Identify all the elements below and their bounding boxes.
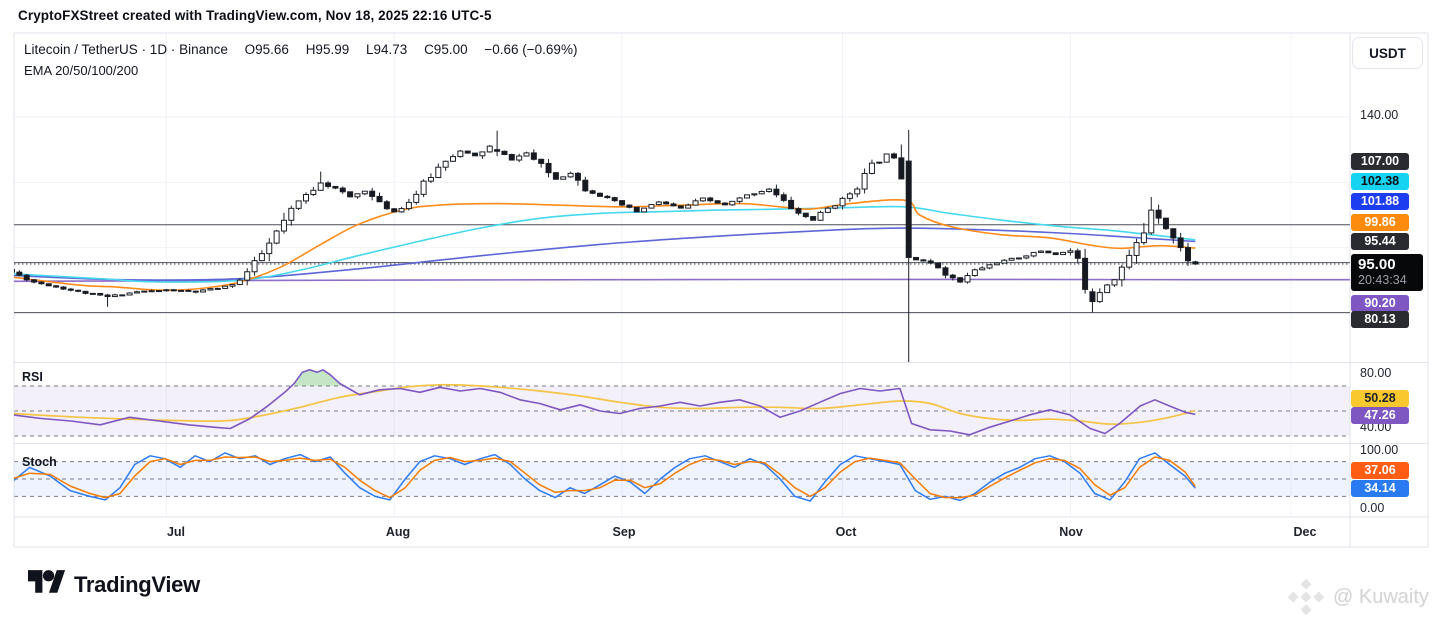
month-label-Jul: Jul xyxy=(166,525,186,539)
tradingview-logo-icon xyxy=(28,570,65,593)
month-label-Oct: Oct xyxy=(835,525,857,539)
stoch-layer xyxy=(14,452,1196,502)
ema-indicator-legend[interactable]: EMA 20/50/100/200 xyxy=(24,63,139,78)
watermark: @ Kuwaity xyxy=(1286,577,1429,617)
stoch-k-line xyxy=(14,452,1196,502)
month-label-Sep: Sep xyxy=(612,525,636,539)
ema20-line xyxy=(14,199,1196,291)
ema-curves xyxy=(14,199,1350,291)
month-label-Aug: Aug xyxy=(385,525,411,539)
stoch-d-line xyxy=(14,456,1196,499)
symbol-legend[interactable]: Litecoin / TetherUS · 1D · Binance O95.6… xyxy=(24,42,577,57)
ohlc-low: L94.73 xyxy=(366,42,408,57)
rsi-ma-line xyxy=(14,383,1196,425)
rsi-layer xyxy=(14,369,1196,436)
watermark-text: @ Kuwaity xyxy=(1333,585,1429,608)
attribution-header: CryptoFXStreet created with TradingView.… xyxy=(18,8,492,23)
month-label-Nov: Nov xyxy=(1059,525,1083,539)
rsi-line xyxy=(14,369,1196,436)
tradingview-logo[interactable]: TradingView xyxy=(28,570,200,599)
ohlc-close: C95.00 xyxy=(424,42,468,57)
month-label-Dec: Dec xyxy=(1293,525,1317,539)
candles-layer xyxy=(14,130,1199,363)
ema100-line xyxy=(14,227,1196,281)
pane-separators xyxy=(13,32,1429,548)
ohlc-open: O95.66 xyxy=(244,42,289,57)
currency-toggle-button[interactable]: USDT xyxy=(1352,37,1423,69)
symbol-title: Litecoin / TetherUS · 1D · Binance xyxy=(24,42,228,57)
ohlc-high: H95.99 xyxy=(305,42,350,57)
rsi-pane-title: RSI xyxy=(22,370,43,384)
gridlines xyxy=(14,33,1350,517)
tradingview-logo-text: TradingView xyxy=(74,571,200,597)
ema200-line xyxy=(14,278,1350,283)
ohlc-change: −0.66 (−0.69%) xyxy=(484,42,578,57)
binance-diamond-icon xyxy=(1286,577,1326,617)
rsi-overbought-fill xyxy=(294,369,343,386)
stoch-pane-title: Stoch xyxy=(22,455,57,469)
